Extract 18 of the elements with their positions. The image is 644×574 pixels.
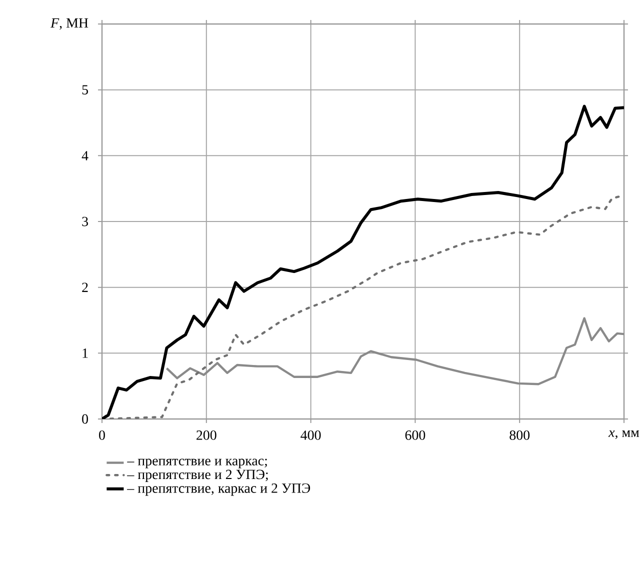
y-tick-label: F, МН: [50, 18, 88, 30]
legend-label: – препятствие и 2 УПЭ;: [127, 470, 268, 482]
legend-label: – препятствие и каркас;: [127, 458, 267, 468]
y-tick-label: 3: [82, 216, 88, 226]
y-tick-label: 0: [82, 414, 88, 424]
x-tick-label: 200: [196, 430, 216, 440]
y-tick-label: 5: [82, 85, 88, 94]
line-series: [102, 104, 624, 419]
x-tick-label: x, мм: [608, 430, 640, 440]
x-tick-label: 600: [405, 430, 426, 440]
y-tick-label: 1: [82, 348, 88, 358]
line-series: [166, 317, 624, 386]
x-tick-label: 0: [99, 430, 105, 440]
x-tick-label: 400: [300, 430, 321, 440]
x-tick-label: 800: [510, 430, 530, 440]
y-tick-label: 4: [82, 151, 88, 160]
y-tick-label: 2: [82, 282, 88, 292]
legend-label: – препятствие, каркас и 2 УПЭ: [127, 484, 310, 496]
